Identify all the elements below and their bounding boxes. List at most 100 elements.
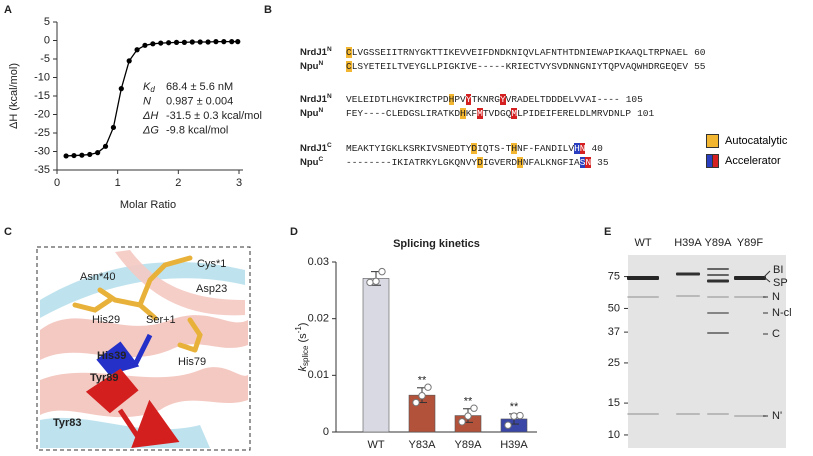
gel-band: [707, 413, 729, 415]
replicate-point: [372, 277, 380, 285]
sequence-row: NrdJ1N CLVGSSEIITRNYGKTTIKEVVEIFDNDKNIQVL…: [300, 44, 705, 59]
name-superscript: N: [326, 46, 332, 53]
marker-label: 37: [608, 326, 620, 338]
y-axis-label: ΔH (kcal/mol): [8, 63, 20, 129]
residue-number: 60: [694, 47, 706, 59]
gel-band: [627, 413, 659, 415]
marker-label: 50: [608, 302, 620, 314]
residue-number: 55: [694, 61, 706, 73]
superscript: -1: [294, 326, 303, 334]
residues: C: [346, 47, 352, 59]
data-point: [213, 39, 219, 45]
data-point: [229, 39, 235, 45]
panel-letter: A: [4, 4, 12, 16]
x-tick-label: Y83A: [409, 439, 437, 451]
gel-band: [707, 279, 729, 283]
residues: LSYETEILTVEYGLLPIGKIVE-----KRIECTVYSVDNN…: [351, 61, 689, 73]
symbol: ΔG: [142, 124, 159, 136]
residue-label: Asp23: [196, 283, 227, 295]
residues: LVGSSEIITRNYGKTTIKEVVEIFDNDKNIQVLAFNTHTD…: [351, 47, 689, 59]
residue-label: Asn*40: [80, 271, 115, 283]
residues: FEY----CLEDGSLIRATKD: [346, 108, 461, 120]
gel-band: [676, 272, 700, 276]
significance: **: [510, 401, 519, 413]
panel-letter: B: [264, 4, 272, 16]
residue-label: His39: [97, 350, 126, 362]
lane-label: H39A: [674, 237, 702, 249]
residues: H: [448, 94, 455, 106]
x-tick-label: 0: [54, 177, 60, 189]
gel-band: [734, 415, 766, 417]
sequence-name: NpuC: [300, 154, 346, 169]
residue-label: His79: [178, 356, 206, 368]
x-tick-label: 1: [115, 177, 121, 189]
residue-label: Tyr89: [90, 372, 119, 384]
y-tick-label: 0.01: [308, 369, 329, 381]
y-tick-label: -35: [34, 164, 50, 176]
annotation-symbol: ΔH: [142, 110, 158, 122]
legend-label: Accelerator: [725, 155, 781, 167]
y-tick-label: -5: [40, 53, 50, 65]
name: NrdJ1: [300, 143, 327, 155]
sequence-name: NrdJ1C: [300, 140, 346, 155]
y-tick-label: -30: [34, 145, 50, 157]
x-tick-label: 3: [236, 177, 242, 189]
name: NrdJ1: [300, 47, 327, 59]
annotation-value: 0.987 ± 0.004: [166, 95, 233, 107]
residues: H: [460, 108, 466, 120]
name: Npu: [300, 61, 319, 73]
bar: [362, 278, 390, 433]
residues: Y: [499, 94, 506, 106]
data-point: [79, 152, 85, 158]
sequence-name: NrdJ1N: [300, 91, 346, 106]
legend-label: Autocatalytic: [725, 135, 788, 147]
data-point: [110, 124, 117, 131]
data-point: [235, 39, 241, 45]
data-point: [102, 143, 109, 149]
legend-entry: Accelerator: [706, 154, 781, 168]
replicate-point: [458, 418, 466, 426]
band-label: N': [772, 410, 782, 422]
band-label: N-cl: [772, 307, 792, 319]
annotation-value: -31.5 ± 0.3 kcal/mol: [166, 110, 262, 122]
data-point: [95, 150, 101, 156]
lane-label: Y89A: [705, 237, 733, 249]
lane-label: Y89F: [737, 237, 764, 249]
side-chain: [85, 368, 180, 448]
y-tick-label: 0: [44, 34, 50, 46]
residue-label: Cys*1: [197, 258, 226, 270]
ribbon: [40, 261, 245, 318]
residue-number: 101: [637, 108, 655, 120]
legend-swatch: [713, 154, 719, 168]
symbol: k: [297, 365, 309, 371]
residues: H: [511, 143, 518, 155]
data-point: [221, 39, 227, 45]
ribbon: [115, 250, 245, 316]
y-tick-label: -25: [34, 127, 50, 139]
legend-swatch: [706, 134, 719, 148]
residues: M: [511, 108, 518, 120]
residues: --------IKIATRKYLGKQNVY: [346, 157, 478, 169]
panel-letter: C: [4, 226, 12, 238]
data-point: [166, 40, 172, 46]
sequence-row: NpuN CLSYETEILTVEYGLLPIGKIVE-----KRIECTVY…: [300, 58, 705, 73]
residue-number: 105: [625, 94, 643, 106]
ribbon: [40, 367, 248, 418]
residue-label: His29: [92, 314, 120, 326]
data-point: [134, 47, 140, 53]
data-point: [118, 86, 124, 92]
residue-label: Ser+1: [146, 314, 176, 326]
name: Npu: [300, 108, 319, 120]
name: NrdJ1: [300, 94, 327, 106]
y-axis-label: ksplice (s-1): [294, 323, 310, 372]
residues: NFALKNGFIA: [522, 157, 580, 169]
x-tick-label: Y89A: [455, 439, 483, 451]
lane-label: WT: [634, 237, 651, 249]
x-axis-label: Molar Ratio: [120, 199, 176, 211]
gel-band: [627, 296, 659, 298]
annotation-symbol: ΔG: [142, 124, 159, 136]
y-tick-label: 5: [44, 16, 50, 28]
gel-band: [734, 276, 766, 280]
